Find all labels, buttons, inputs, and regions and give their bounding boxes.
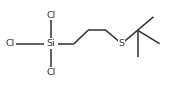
Text: Si: Si xyxy=(47,39,55,48)
Text: Cl: Cl xyxy=(6,39,15,48)
Text: Cl: Cl xyxy=(46,68,56,77)
Text: Cl: Cl xyxy=(46,11,56,20)
Text: S: S xyxy=(119,39,125,48)
